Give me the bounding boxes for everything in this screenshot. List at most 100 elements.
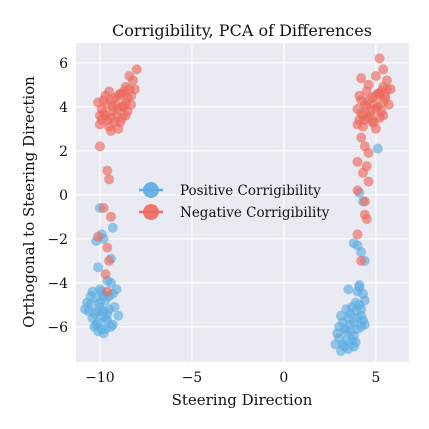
data-point [102, 286, 113, 297]
data-point [104, 174, 115, 185]
data-point [370, 71, 381, 81]
y-tick-label: 0 [59, 188, 68, 204]
data-point [102, 165, 113, 176]
data-point [354, 115, 365, 125]
data-point [116, 101, 127, 112]
data-point [383, 99, 394, 110]
data-point [356, 310, 367, 321]
legend-label-positive: Positive Corrigibility [180, 183, 321, 199]
data-point [363, 176, 374, 187]
data-point [356, 255, 367, 266]
data-point [107, 222, 118, 233]
data-point [332, 328, 343, 339]
data-point [98, 95, 109, 106]
legend-label-negative: Negative Corrigibility [180, 205, 330, 221]
data-point [80, 304, 91, 315]
data-point [131, 64, 142, 75]
data-point [94, 141, 105, 152]
data-point [378, 110, 389, 121]
data-point [350, 337, 361, 348]
chart-legend: Positive Corrigibility Negative Corrigib… [139, 182, 330, 221]
data-point [385, 84, 396, 95]
data-point [356, 132, 367, 143]
data-point [359, 196, 370, 207]
data-point [105, 126, 116, 136]
data-point [330, 339, 341, 350]
data-point [341, 304, 352, 315]
data-point [378, 64, 389, 75]
data-point [370, 90, 381, 101]
data-point [359, 319, 370, 330]
data-point [93, 306, 104, 317]
data-point [102, 242, 113, 253]
x-tick-label: −10 [85, 370, 115, 386]
x-axis-label: Steering Direction [172, 391, 313, 409]
x-tick-label: −5 [182, 370, 203, 386]
data-point [358, 288, 369, 299]
data-point [365, 106, 376, 117]
x-tick-label: 5 [371, 370, 380, 386]
y-tick-label: 4 [59, 100, 68, 116]
data-point [356, 95, 367, 106]
data-point [104, 255, 115, 266]
data-point [100, 269, 111, 279]
y-tick-label: −4 [47, 276, 68, 292]
data-point [381, 75, 392, 86]
data-point [352, 185, 363, 196]
data-point [363, 79, 374, 90]
x-axis-ticks: −10 −5 0 5 [85, 370, 380, 386]
data-point [335, 310, 346, 321]
y-axis-label: Orthogonal to Steering Direction [20, 76, 38, 328]
data-point [126, 99, 137, 110]
data-point [352, 229, 363, 240]
data-point [348, 317, 359, 328]
data-point [352, 156, 363, 167]
chart-title: Corrigibility, PCA of Differences [112, 21, 372, 40]
data-point [120, 110, 131, 121]
legend-entry-negative: Negative Corrigibility [139, 204, 330, 221]
data-point [348, 238, 359, 249]
data-point [104, 86, 115, 97]
y-tick-label: 2 [59, 144, 68, 160]
data-points [80, 53, 396, 356]
data-point [124, 71, 135, 81]
data-point [107, 106, 118, 117]
data-point [372, 143, 383, 154]
x-tick-label: 0 [279, 370, 288, 386]
data-point [111, 284, 122, 295]
y-tick-label: −6 [47, 320, 68, 336]
data-point [109, 302, 120, 312]
legend-entry-positive: Positive Corrigibility [139, 182, 321, 199]
data-point [98, 203, 109, 213]
data-point [352, 104, 363, 114]
data-point [93, 262, 104, 273]
data-point [87, 286, 98, 297]
data-point [363, 148, 374, 158]
series-1-points [93, 53, 396, 297]
legend-marker-positive [143, 182, 159, 198]
y-axis-ticks: −6 −4 −2 0 2 4 6 [47, 56, 68, 336]
data-point [354, 280, 365, 290]
data-point [345, 326, 356, 337]
y-tick-label: 6 [59, 56, 68, 72]
data-point [105, 211, 116, 222]
data-point [356, 247, 367, 257]
data-point [129, 84, 140, 95]
data-point [339, 341, 350, 352]
series-0-points [80, 143, 383, 356]
data-point [91, 319, 102, 330]
data-point [93, 231, 104, 242]
data-point [356, 73, 367, 84]
legend-marker-negative [143, 204, 159, 220]
data-point [113, 90, 124, 101]
data-point [113, 310, 124, 321]
data-point [343, 284, 354, 295]
data-point [361, 161, 372, 172]
data-point [100, 324, 111, 334]
data-point [361, 214, 372, 224]
data-point [374, 53, 385, 64]
data-point [94, 110, 105, 121]
y-tick-label: −2 [47, 232, 68, 248]
